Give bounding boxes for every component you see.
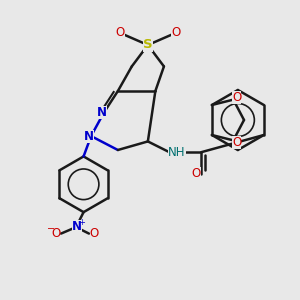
Text: −: − [47, 224, 56, 234]
Text: N: N [97, 106, 107, 119]
Text: O: O [51, 227, 60, 240]
Text: O: O [232, 136, 241, 149]
Text: N: N [84, 130, 94, 142]
Text: O: O [171, 26, 180, 39]
Text: O: O [90, 227, 99, 240]
Text: O: O [232, 91, 241, 104]
Text: O: O [191, 167, 201, 180]
Text: N: N [72, 220, 82, 232]
Text: NH: NH [168, 146, 185, 159]
Text: +: + [78, 218, 85, 227]
Text: S: S [143, 38, 153, 52]
Text: O: O [116, 26, 124, 39]
